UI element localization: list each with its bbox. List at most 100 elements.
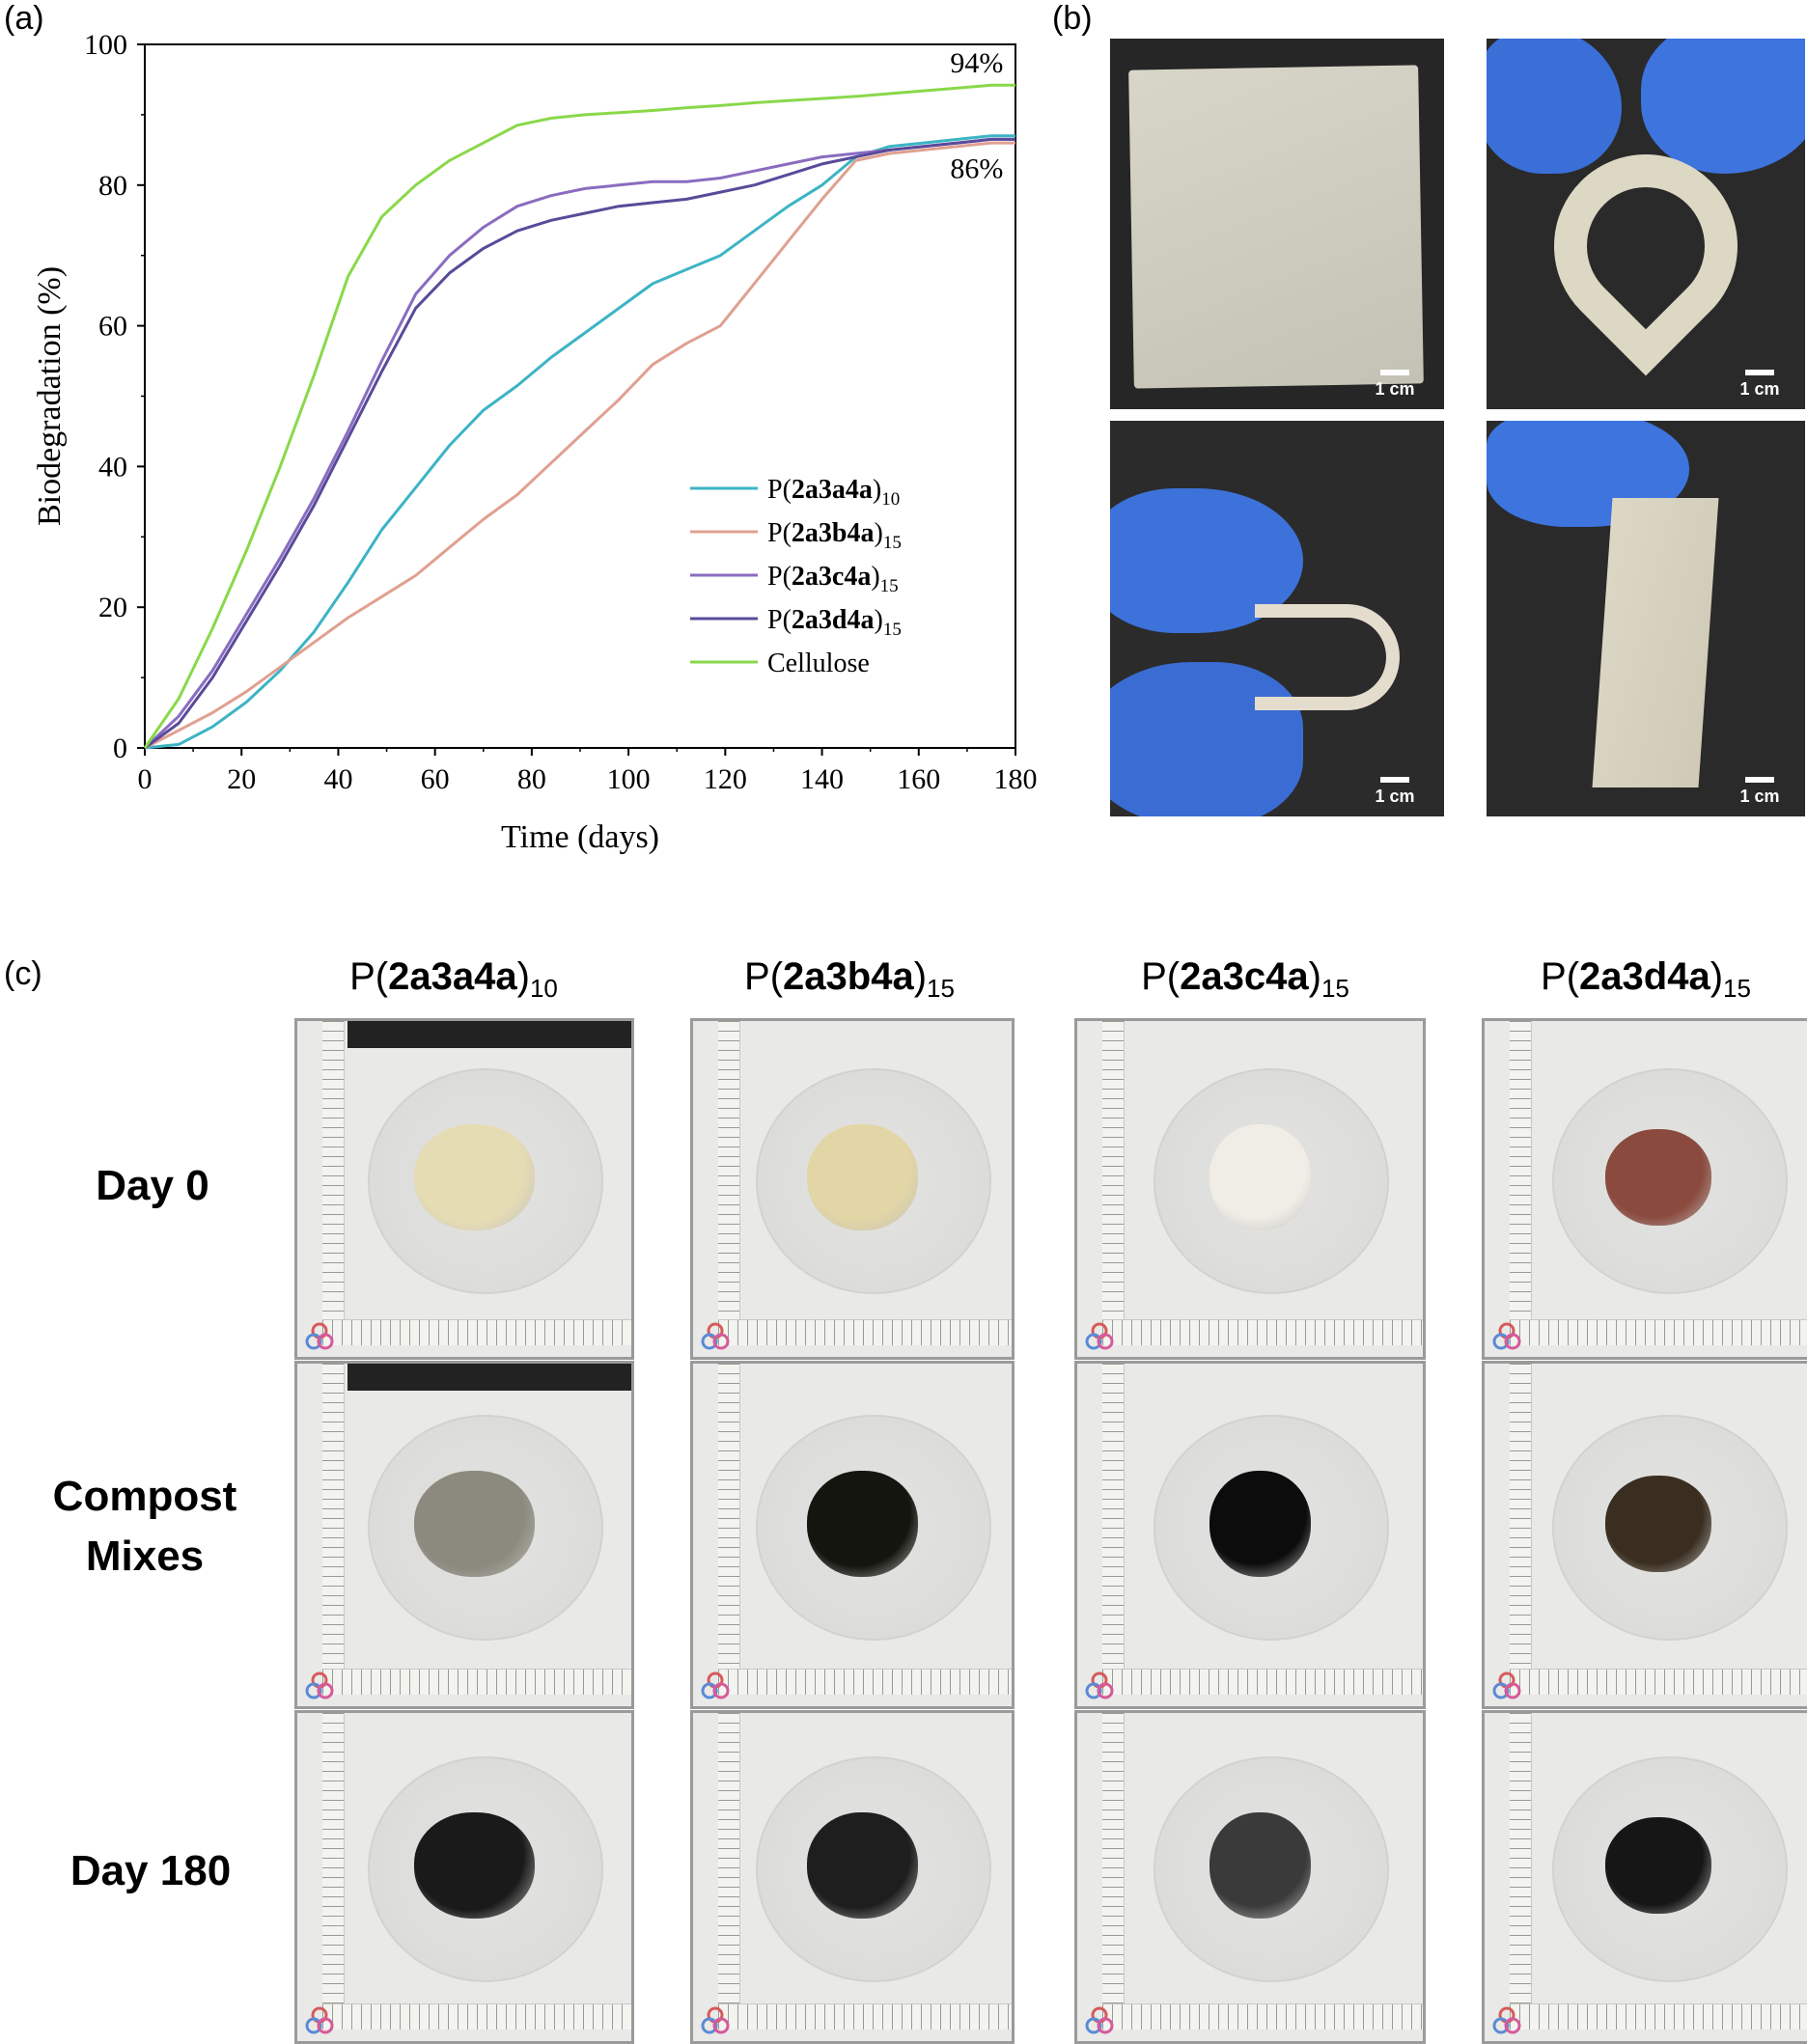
x-tick-label: 40 bbox=[323, 763, 352, 795]
glove-left bbox=[1487, 39, 1622, 174]
x-tick-label: 100 bbox=[607, 763, 651, 795]
sample-pile bbox=[1605, 1817, 1711, 1914]
biodegradation-chart: 0 20 40 60 80 100 120 140 160 180 0 20 40 60 80 100 Time… bbox=[32, 29, 1038, 855]
sample-pile bbox=[1209, 1124, 1311, 1230]
column-title-2a3a4a: P(2a3a4a)10 bbox=[349, 955, 558, 1003]
ruler-horizontal bbox=[718, 1319, 1012, 1345]
ruler-horizontal bbox=[718, 1669, 1012, 1695]
ruler-vertical bbox=[1102, 1364, 1125, 1670]
x-axis-label: Time (days) bbox=[501, 819, 659, 855]
legend-entry-3: P(2a3c4a)15 bbox=[767, 562, 899, 596]
ruler-horizontal bbox=[1102, 2003, 1423, 2030]
ruler-vertical bbox=[1510, 1021, 1532, 1320]
lab-logo-icon bbox=[701, 1671, 730, 1699]
x-tick-label: 120 bbox=[704, 763, 747, 795]
y-tick-label: 100 bbox=[84, 29, 127, 61]
ruler-horizontal bbox=[1102, 1669, 1423, 1695]
y-tick-label: 0 bbox=[113, 732, 127, 764]
ruler-horizontal bbox=[322, 2003, 631, 2030]
scale-bar: 1 cm bbox=[1726, 777, 1793, 807]
panel-label-c: (c) bbox=[4, 955, 42, 992]
legend-entry-4: P(2a3d4a)15 bbox=[767, 605, 902, 640]
scale-bar: 1 cm bbox=[1361, 370, 1429, 400]
x-tick-label: 180 bbox=[994, 763, 1038, 795]
sample-pile bbox=[806, 1470, 918, 1577]
ruler-vertical bbox=[1510, 1364, 1532, 1670]
x-tick-label: 0 bbox=[138, 763, 153, 795]
x-tick-label: 80 bbox=[517, 763, 546, 795]
photo-film-folded: 1 cm bbox=[1487, 39, 1805, 409]
row-label-day-180: Day 180 bbox=[70, 1847, 232, 1894]
ruler-horizontal bbox=[1102, 1319, 1423, 1345]
x-tick-label: 160 bbox=[897, 763, 940, 795]
sample-pile bbox=[806, 1812, 918, 1919]
sample-pile bbox=[1605, 1475, 1711, 1572]
ruler-vertical bbox=[718, 1021, 740, 1320]
y-tick-label: 40 bbox=[98, 451, 127, 483]
lab-logo-icon bbox=[701, 2006, 730, 2034]
lab-logo-icon bbox=[1492, 2006, 1521, 2034]
sample-pile bbox=[413, 1812, 535, 1919]
panel-label-b: (b) bbox=[1052, 0, 1093, 37]
compost-photo-r2-c3 bbox=[1074, 1361, 1426, 1709]
lab-logo-icon bbox=[305, 1322, 334, 1350]
y-tick-label: 20 bbox=[98, 592, 127, 623]
glove-right bbox=[1641, 39, 1805, 174]
series-line-5 bbox=[143, 83, 1015, 749]
legend-entry-5: Cellulose bbox=[767, 649, 870, 678]
compost-photo-r1-c3 bbox=[1074, 1018, 1426, 1360]
series-line-4 bbox=[144, 137, 1015, 750]
sample-pile bbox=[806, 1124, 918, 1230]
ruler-horizontal bbox=[1510, 2003, 1807, 2030]
dark-strip bbox=[348, 1364, 631, 1391]
lab-logo-icon bbox=[305, 2006, 334, 2034]
compost-photo-r1-c1 bbox=[294, 1018, 634, 1360]
x-tick-label: 20 bbox=[227, 763, 256, 795]
compost-photo-r3-c1 bbox=[294, 1710, 634, 2044]
ruler-vertical bbox=[322, 1713, 345, 2004]
compost-photo-r2-c2 bbox=[690, 1361, 1015, 1709]
sample-pile bbox=[413, 1124, 535, 1230]
y-tick-label: 80 bbox=[98, 170, 127, 202]
scale-bar: 1 cm bbox=[1726, 370, 1793, 400]
compost-photo-r3-c4 bbox=[1482, 1710, 1807, 2044]
lab-logo-icon bbox=[1085, 1671, 1114, 1699]
ruler-vertical bbox=[322, 1021, 345, 1320]
compost-photo-r3-c3 bbox=[1074, 1710, 1426, 2044]
lab-logo-icon bbox=[1492, 1671, 1521, 1699]
row-label-compost-mixes: Compost Mixes bbox=[52, 1473, 237, 1580]
panel-label-a: (a) bbox=[4, 0, 44, 37]
ruler-vertical bbox=[1102, 1021, 1125, 1320]
film-strip bbox=[1592, 498, 1719, 787]
lab-logo-icon bbox=[701, 1322, 730, 1350]
photo-film-bent: 1 cm bbox=[1110, 421, 1444, 816]
lab-logo-icon bbox=[1492, 1322, 1521, 1350]
row-label-day-0: Day 0 bbox=[96, 1162, 209, 1209]
compost-photo-r1-c2 bbox=[690, 1018, 1015, 1360]
photo-film-flat: 1 cm bbox=[1110, 39, 1444, 409]
sample-pile bbox=[1209, 1812, 1311, 1919]
ruler-horizontal bbox=[322, 1319, 631, 1345]
y-axis-label: Biodegradation (%) bbox=[32, 266, 68, 526]
y-tick-label: 60 bbox=[98, 311, 127, 343]
ruler-horizontal bbox=[718, 2003, 1012, 2030]
x-tick-label: 60 bbox=[421, 763, 450, 795]
compost-photo-r3-c2 bbox=[690, 1710, 1015, 2044]
column-title-2a3d4a: P(2a3d4a)15 bbox=[1541, 955, 1751, 1003]
dark-strip bbox=[348, 1021, 631, 1048]
lab-logo-icon bbox=[1085, 2006, 1114, 2034]
ruler-vertical bbox=[718, 1713, 740, 2004]
x-tick-label: 140 bbox=[800, 763, 844, 795]
sample-pile bbox=[1605, 1129, 1711, 1226]
legend-entry-1: P(2a3a4a)10 bbox=[767, 475, 900, 510]
annotation-2: 86% bbox=[950, 153, 1003, 185]
ruler-vertical bbox=[1510, 1713, 1532, 2004]
sample-pile bbox=[413, 1470, 535, 1577]
column-title-2a3b4a: P(2a3b4a)15 bbox=[744, 955, 955, 1003]
scale-bar: 1 cm bbox=[1361, 777, 1429, 807]
ruler-vertical bbox=[718, 1364, 740, 1670]
column-title-2a3c4a: P(2a3c4a)15 bbox=[1141, 955, 1349, 1003]
film-u-bend bbox=[1255, 604, 1400, 710]
ruler-horizontal bbox=[322, 1669, 631, 1695]
petri-dish bbox=[1154, 1068, 1389, 1294]
